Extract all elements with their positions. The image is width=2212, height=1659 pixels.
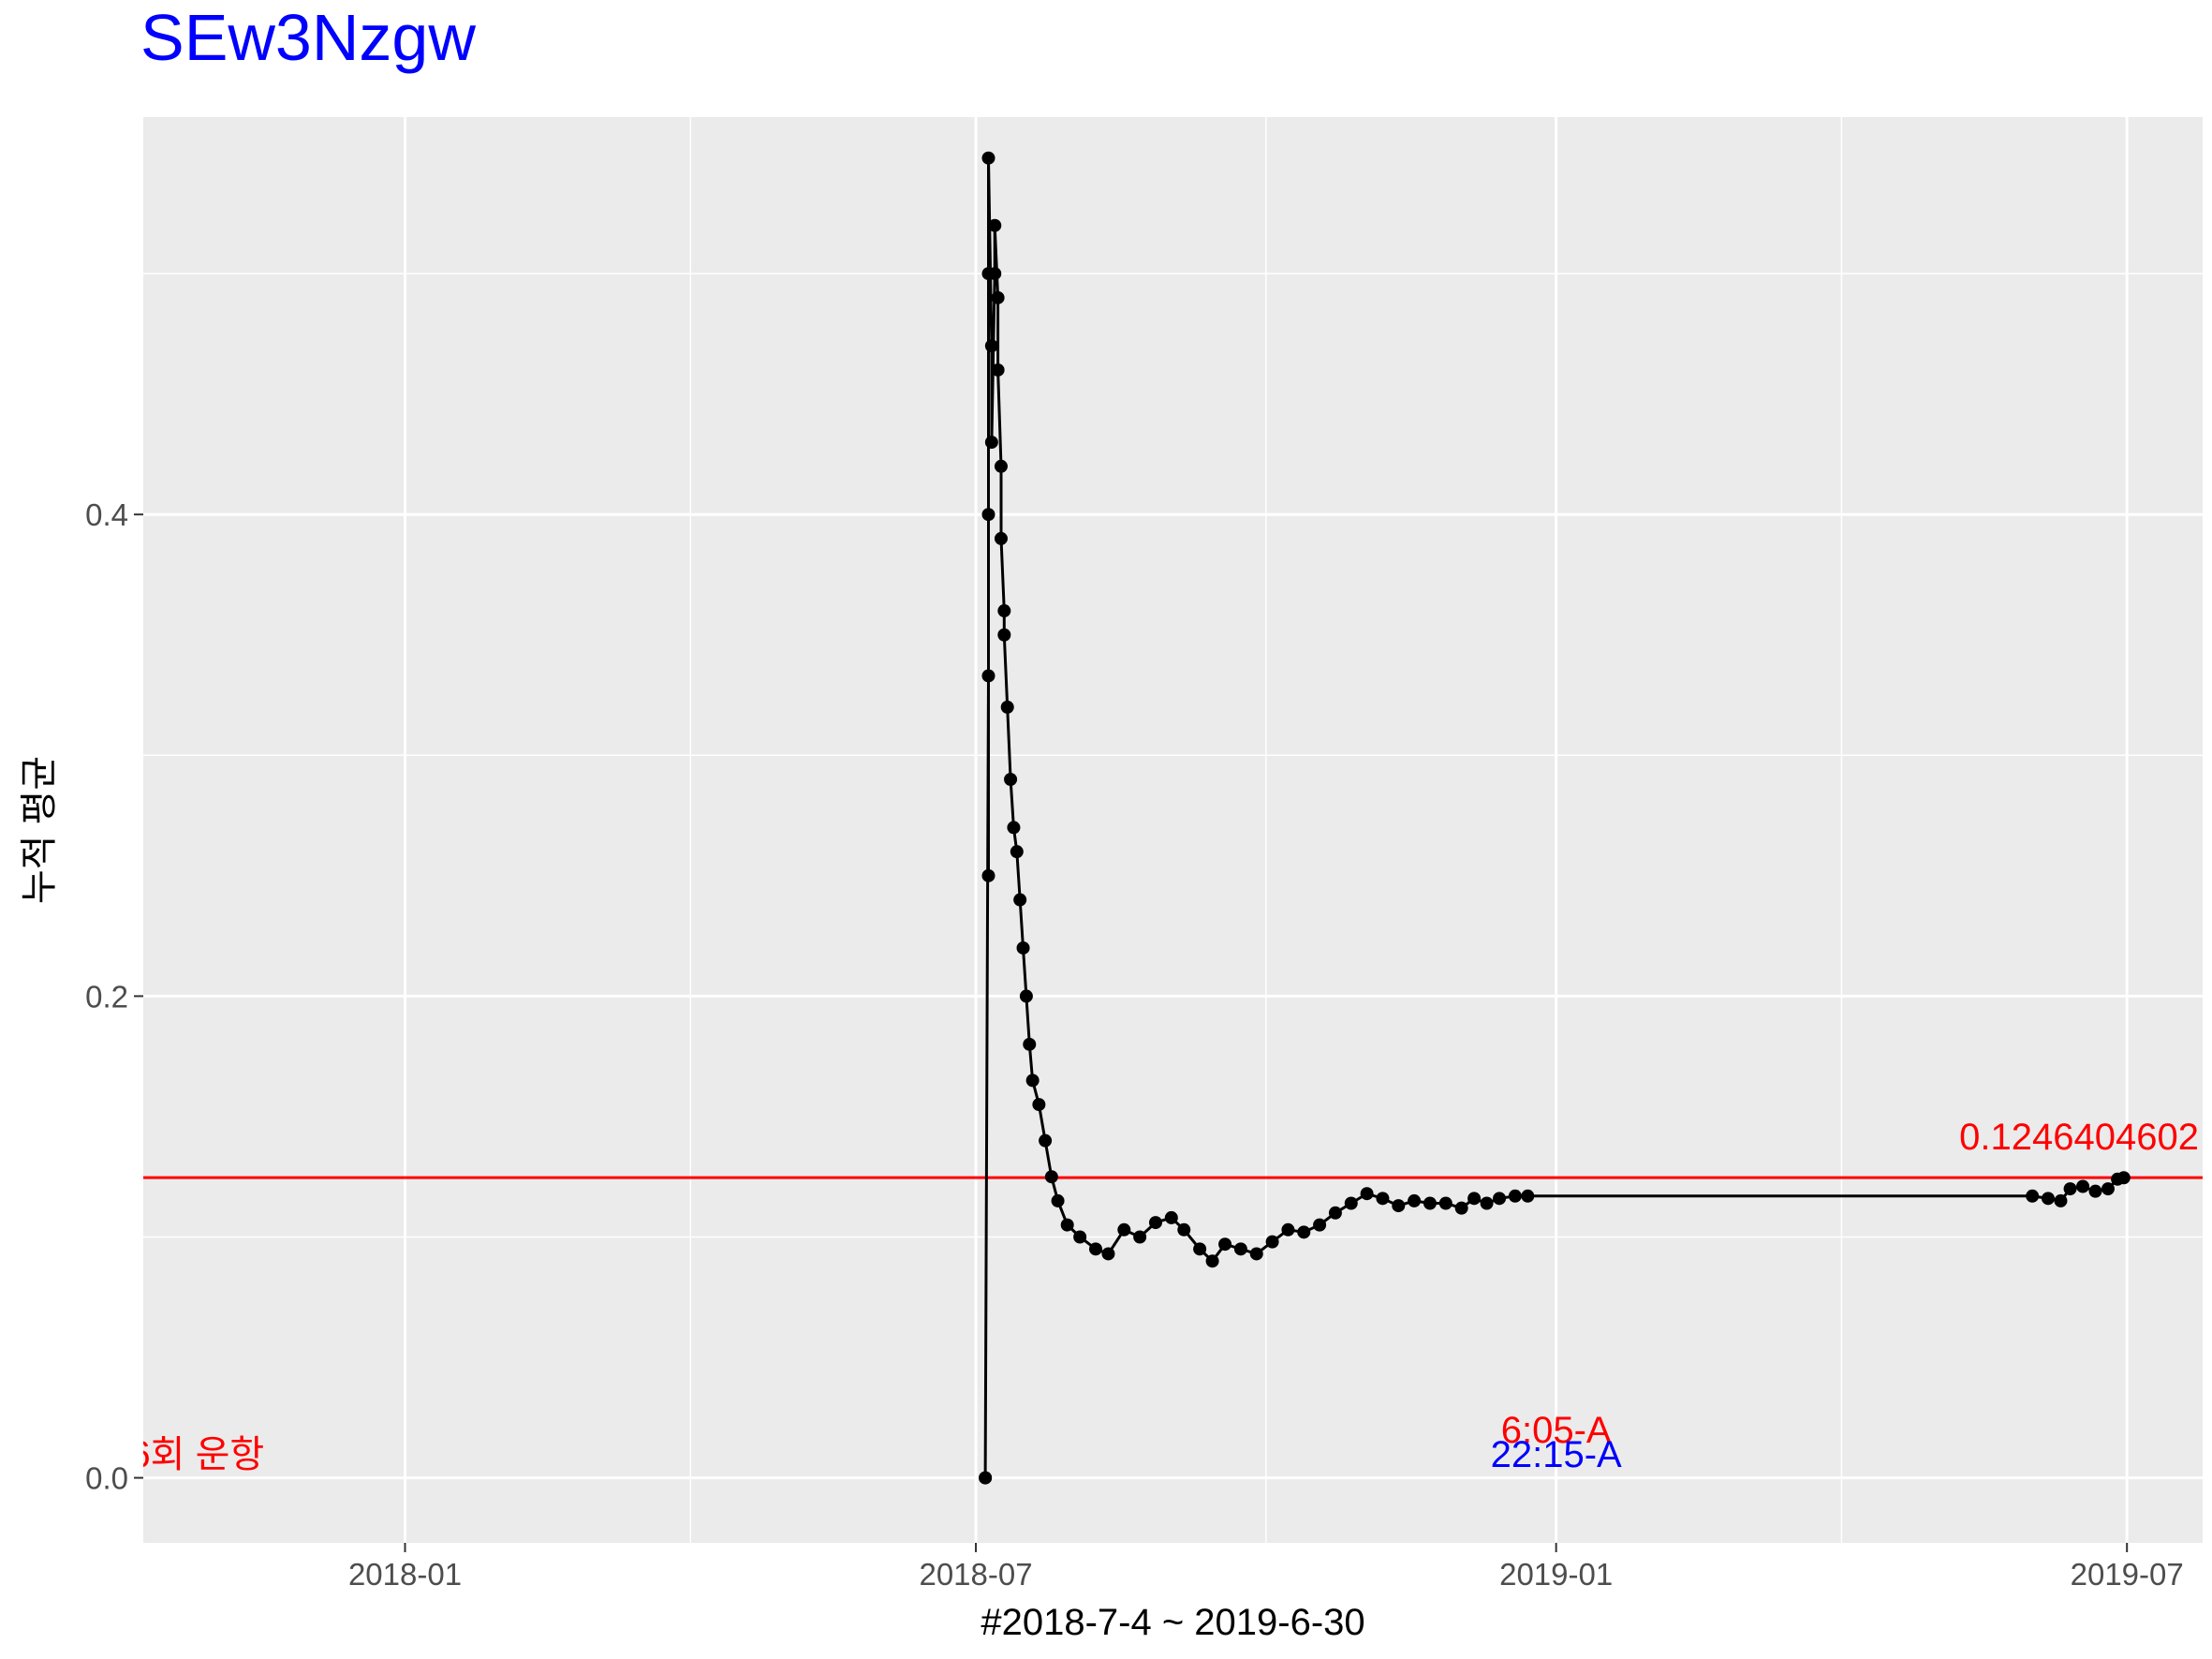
annotations: 총 2086회 운항 6:05-A22:15-A xyxy=(22,1410,1622,1475)
data-point xyxy=(1249,1247,1263,1261)
data-point xyxy=(1101,1247,1115,1261)
data-point xyxy=(2026,1189,2040,1203)
data-point xyxy=(994,459,1008,473)
data-point xyxy=(1454,1201,1468,1215)
data-point xyxy=(1016,941,1030,955)
data-point xyxy=(1088,1242,1102,1256)
data-point xyxy=(1032,1098,1046,1112)
data-point xyxy=(1148,1216,1162,1230)
data-point xyxy=(991,290,1005,304)
data-point xyxy=(1044,1170,1058,1184)
data-point xyxy=(984,436,998,450)
data-point xyxy=(1218,1237,1232,1252)
data-point xyxy=(1408,1193,1422,1207)
data-point xyxy=(1521,1189,1535,1203)
data-point xyxy=(991,363,1005,377)
data-point xyxy=(1007,821,1021,835)
data-point xyxy=(997,604,1011,618)
plot-panel xyxy=(143,117,2203,1543)
data-point xyxy=(1392,1199,1406,1213)
time-annotation: 6:05-A xyxy=(1501,1410,1612,1451)
data-point xyxy=(981,868,995,882)
data-point xyxy=(1423,1196,1437,1210)
x-tick-label: 2018-07 xyxy=(919,1557,1032,1592)
chart-title: SEw3Nzgw xyxy=(140,1,476,74)
data-point xyxy=(988,267,1002,281)
data-point xyxy=(1117,1222,1131,1237)
data-point xyxy=(1060,1218,1074,1232)
data-point xyxy=(1328,1206,1342,1220)
series-line xyxy=(983,157,2125,1478)
data-point xyxy=(1493,1192,1507,1206)
data-point xyxy=(1205,1254,1219,1268)
data-point xyxy=(2116,1171,2131,1185)
data-point xyxy=(1193,1242,1207,1256)
data-point xyxy=(981,669,995,683)
reference-line-label: 0.1246404602 xyxy=(1959,1117,2199,1158)
data-point xyxy=(1025,1074,1040,1088)
data-point xyxy=(1013,893,1027,907)
data-point xyxy=(981,508,995,522)
y-tick-label: 0.0 xyxy=(85,1461,128,1496)
axes: 2018-01 2018-07 2019-01 2019-07 0.0 0.2 0.4 #20… xyxy=(19,497,2184,1643)
data-point xyxy=(2101,1182,2115,1196)
x-tick-label: 2018-01 xyxy=(348,1557,462,1592)
total-flights-annotation: 총 2086회 운항 xyxy=(22,1434,264,1475)
y-tick-label: 0.4 xyxy=(85,497,128,532)
data-point xyxy=(1000,700,1014,714)
data-point xyxy=(984,339,998,353)
data-point xyxy=(1376,1192,1390,1206)
data-point xyxy=(1164,1210,1178,1224)
data-point xyxy=(1297,1225,1311,1239)
data-point xyxy=(1313,1218,1327,1232)
x-tick-label: 2019-01 xyxy=(1499,1557,1613,1592)
data-point xyxy=(2063,1182,2077,1196)
data-point xyxy=(1039,1133,1053,1148)
data-point xyxy=(2088,1184,2102,1198)
data-point xyxy=(1010,845,1024,859)
plot-background xyxy=(143,117,2203,1543)
x-tick-label: 2019-07 xyxy=(2071,1557,2184,1592)
data-point xyxy=(2041,1192,2055,1206)
x-axis-title: #2018-7-4 ~ 2019-6-30 xyxy=(981,1602,1364,1643)
data-point xyxy=(981,151,995,165)
reference-line-group: 0.1246404602 xyxy=(143,1117,2203,1179)
data-point xyxy=(1177,1222,1191,1237)
data-point xyxy=(997,628,1011,642)
grid-lines xyxy=(143,117,2203,1543)
y-tick-label: 0.2 xyxy=(85,979,128,1014)
y-axis-title: 누적 평균 xyxy=(19,756,60,904)
data-point xyxy=(1467,1192,1482,1206)
data-point xyxy=(994,531,1008,545)
data-point xyxy=(1281,1222,1295,1237)
data-point xyxy=(988,218,1002,232)
series-group xyxy=(979,151,2131,1485)
data-point xyxy=(979,1471,993,1485)
time-annotation: 22:15-A xyxy=(1491,1434,1622,1475)
data-point xyxy=(1480,1196,1494,1210)
data-point xyxy=(1233,1242,1247,1256)
data-point xyxy=(1133,1230,1147,1244)
data-point xyxy=(1360,1187,1374,1201)
data-point xyxy=(1438,1196,1453,1210)
data-point xyxy=(1051,1193,1065,1207)
data-point xyxy=(1265,1235,1279,1249)
data-point xyxy=(1019,989,1033,1003)
data-point xyxy=(1023,1037,1037,1051)
data-point xyxy=(1004,773,1018,787)
data-point xyxy=(1508,1189,1522,1203)
data-point xyxy=(2054,1193,2068,1207)
data-point xyxy=(1344,1196,1358,1210)
data-point xyxy=(1073,1230,1087,1244)
data-point xyxy=(2076,1179,2090,1193)
